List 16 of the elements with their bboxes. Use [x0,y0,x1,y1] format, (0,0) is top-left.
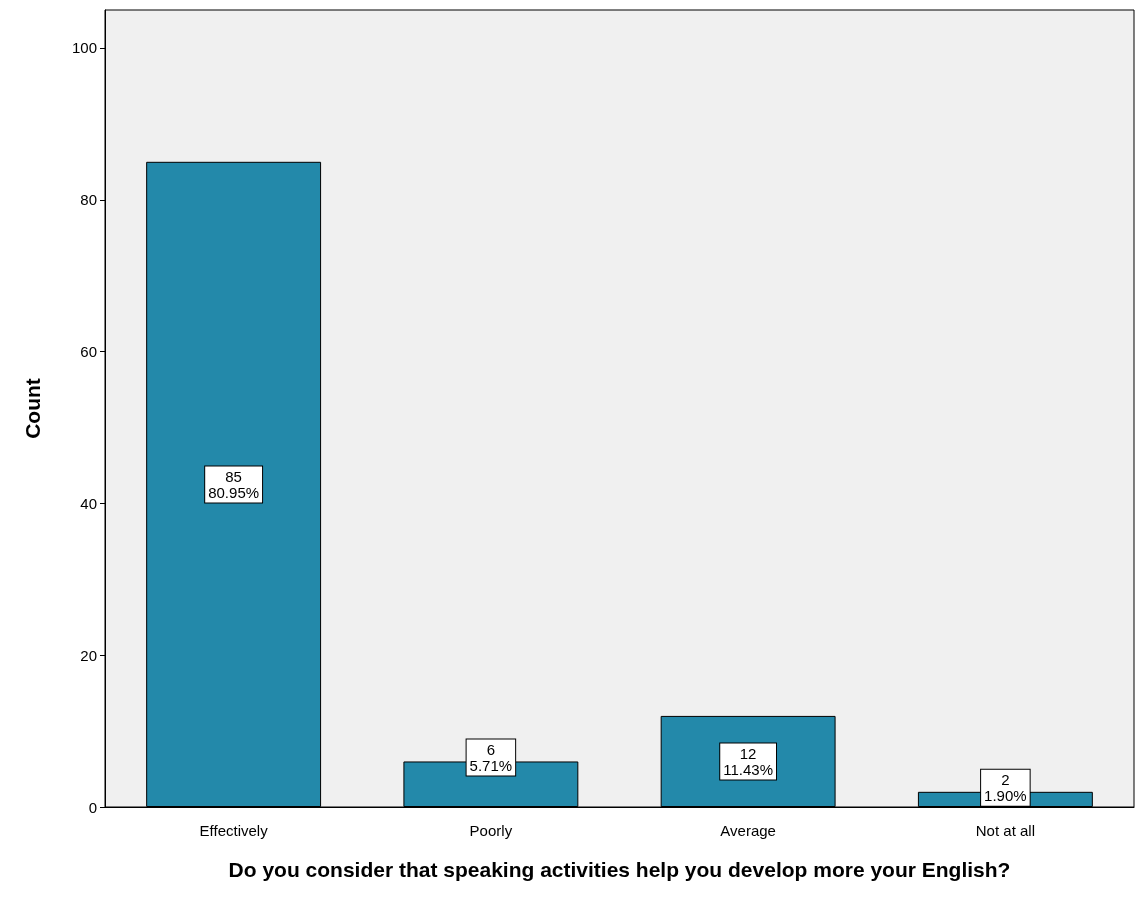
y-axis-title: Count [21,378,44,439]
data-label: 6 5.71% [469,740,513,774]
data-label: 2 1.90% [984,771,1027,805]
x-tick-label: Average [720,822,776,839]
y-tick-label: 40 [80,494,97,512]
data-label: 85 80.95% [208,467,260,501]
y-tick-label: 0 [88,798,97,816]
x-tick-label: Poorly [469,822,513,839]
y-tick-label: 60 [80,343,97,361]
y-tick-label: 100 [71,39,97,57]
y-tick-label: 20 [80,646,97,664]
x-axis-title: Do you consider that speaking activities help you develop more your English? [228,857,1011,881]
data-label: 12 11.43% [723,744,774,778]
y-tick-label: 80 [80,191,97,209]
x-tick-label: Not at all [975,822,1035,839]
x-tick-label: Effectively [199,822,269,839]
